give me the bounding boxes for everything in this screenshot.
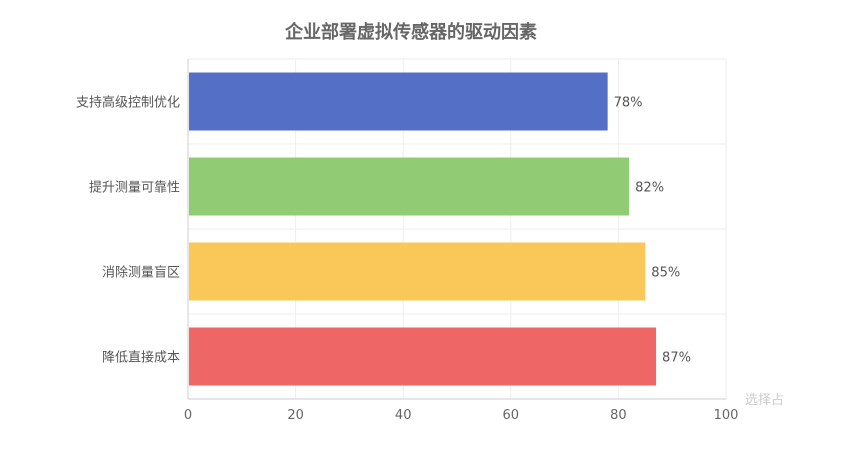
y-category-label: 消除测量盲区 <box>102 265 180 281</box>
chart-title: 企业部署虚拟传感器的驱动因素 <box>284 21 537 43</box>
x-tick-label: 0 <box>184 408 192 423</box>
x-tick-label: 60 <box>503 408 520 423</box>
bar <box>189 72 608 131</box>
y-category-label: 降低直接成本 <box>102 350 180 366</box>
bar-data-label: 78% <box>614 96 643 111</box>
x-tick-label: 40 <box>395 408 412 423</box>
y-category-label: 提升测量可靠性 <box>89 180 180 196</box>
x-tick-label: 100 <box>714 408 739 423</box>
bar <box>189 327 657 386</box>
bar-data-label: 82% <box>635 181 664 196</box>
bar-data-label: 87% <box>662 351 691 366</box>
watermark-text: 选择占 <box>745 393 785 408</box>
x-tick-label: 20 <box>287 408 304 423</box>
bar <box>189 242 646 301</box>
bar <box>189 157 630 216</box>
bar-data-label: 85% <box>651 266 680 281</box>
x-tick-label: 80 <box>610 408 627 423</box>
y-category-label: 支持高级控制优化 <box>76 95 180 111</box>
